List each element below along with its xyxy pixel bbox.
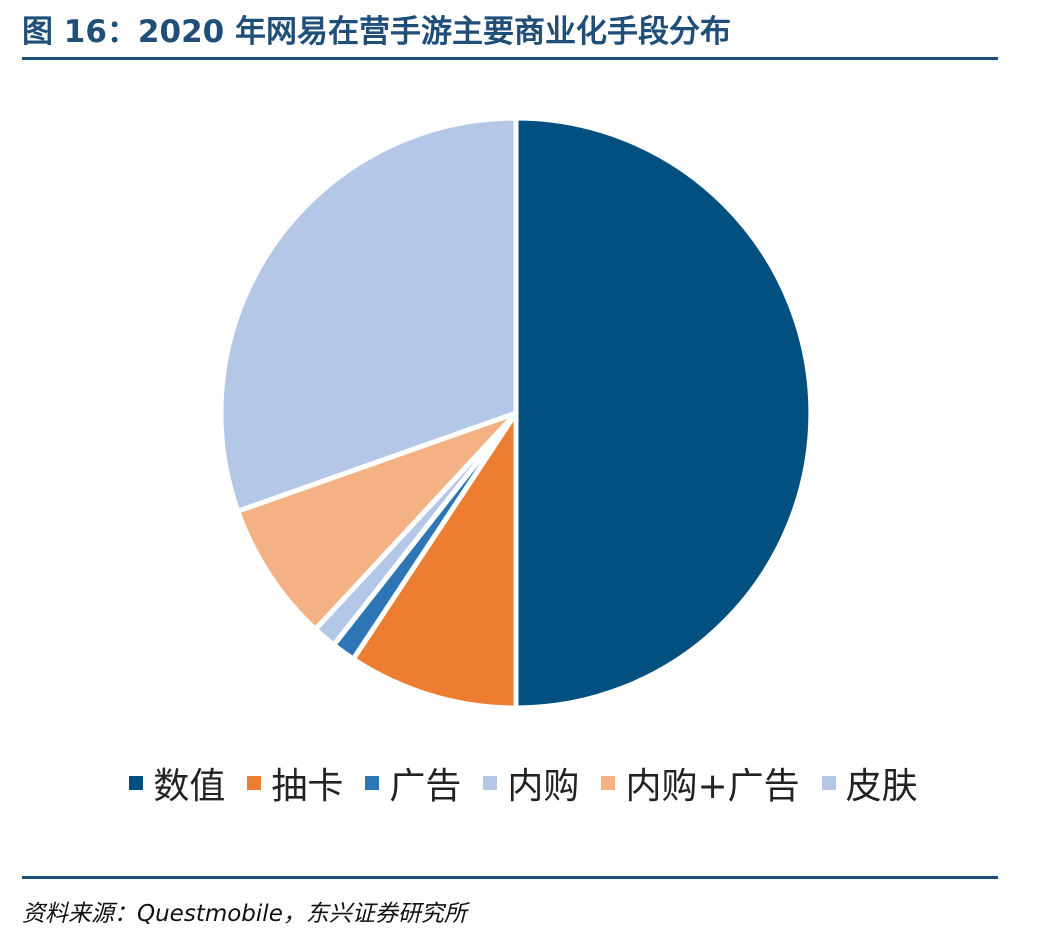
- legend-item-1: 抽卡: [247, 757, 343, 809]
- chart-title: 图 16：2020 年网易在营手游主要商业化手段分布: [22, 14, 732, 50]
- legend-swatch: [601, 776, 616, 790]
- chart-legend: 数值 抽卡 广告 内购 内购+广告 皮肤: [0, 758, 1047, 808]
- legend-swatch: [483, 776, 498, 790]
- legend-item-4: 内购+广告: [601, 757, 800, 809]
- legend-swatch: [365, 776, 380, 790]
- legend-label: 内购+广告: [625, 766, 800, 807]
- legend-item-3: 内购: [483, 757, 579, 809]
- legend-label: 抽卡: [271, 766, 344, 807]
- legend-swatch: [129, 776, 144, 790]
- pie-slice-4: [235, 410, 519, 632]
- pie-slice-1: [350, 410, 519, 711]
- legend-label: 皮肤: [845, 766, 918, 807]
- legend-item-2: 广告: [365, 757, 461, 809]
- pie-slice-0: [513, 115, 814, 711]
- legend-swatch: [247, 776, 262, 790]
- title-divider: [22, 57, 998, 60]
- legend-label: 数值: [153, 766, 226, 807]
- footer-divider: [22, 876, 998, 879]
- legend-item-0: 数值: [129, 757, 225, 809]
- legend-label: 广告: [389, 766, 462, 807]
- legend-swatch: [821, 776, 836, 790]
- pie-chart: [218, 115, 814, 711]
- legend-item-5: 皮肤: [821, 757, 918, 809]
- pie-slice-5: [218, 115, 519, 514]
- source-note: 资料来源：Questmobile，东兴证券研究所: [22, 901, 467, 927]
- legend-label: 内购: [507, 766, 580, 807]
